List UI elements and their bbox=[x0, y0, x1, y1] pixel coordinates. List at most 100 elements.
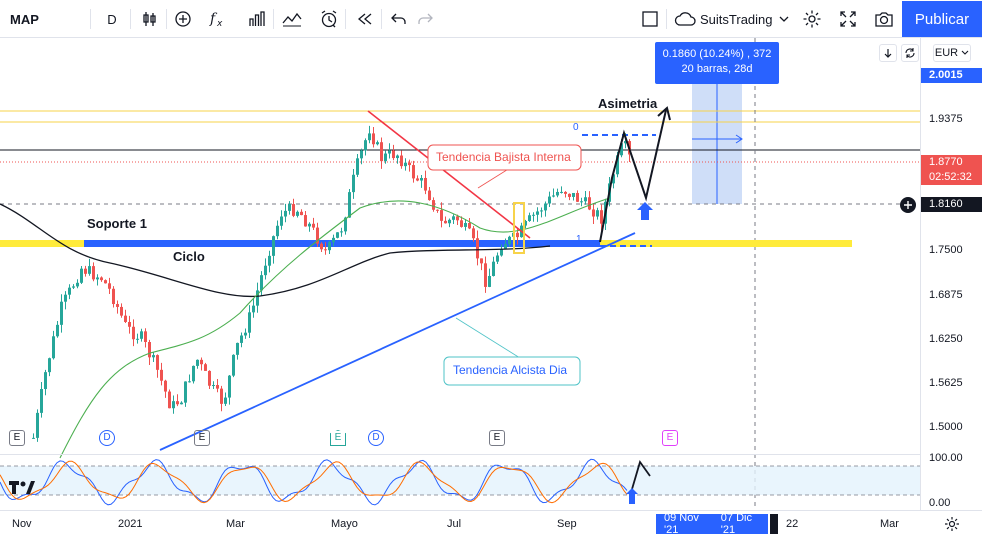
candle-body bbox=[156, 355, 159, 370]
candle-body bbox=[616, 155, 619, 175]
layout-icon[interactable] bbox=[638, 0, 662, 38]
candle-body bbox=[56, 324, 59, 337]
candle-body bbox=[428, 190, 431, 201]
earnings-marker[interactable]: E bbox=[662, 430, 678, 446]
candle-body bbox=[556, 191, 559, 196]
candle-body bbox=[32, 437, 35, 439]
candle-body bbox=[568, 193, 571, 197]
candle-body bbox=[124, 315, 127, 322]
chevron-down-icon bbox=[961, 50, 969, 55]
alarm-clock-icon[interactable] bbox=[316, 0, 342, 38]
settings-gear-icon[interactable] bbox=[944, 516, 960, 537]
candle-body bbox=[148, 342, 151, 358]
candle-body bbox=[84, 268, 87, 274]
stochastic-pane bbox=[0, 458, 920, 506]
candle-body bbox=[424, 177, 427, 191]
refresh-icon[interactable] bbox=[901, 44, 919, 62]
bullish-callout-box bbox=[443, 356, 581, 386]
candle-body bbox=[388, 150, 391, 154]
alert-chart-icon[interactable] bbox=[279, 0, 305, 38]
tradingview-logo[interactable] bbox=[8, 479, 36, 499]
candle-body bbox=[180, 402, 183, 405]
candle-body bbox=[112, 288, 115, 305]
candle-body bbox=[104, 280, 107, 284]
fib-level-0: 0 bbox=[573, 122, 579, 133]
support-label: Soporte 1 bbox=[87, 216, 147, 231]
dividend-marker[interactable]: D bbox=[368, 430, 384, 446]
candle-body bbox=[548, 196, 551, 204]
earnings-marker[interactable]: E bbox=[330, 430, 346, 446]
account-menu[interactable]: SuitsTrading bbox=[674, 0, 792, 38]
camera-icon[interactable] bbox=[872, 0, 896, 38]
candle-body bbox=[360, 150, 363, 159]
earnings-marker[interactable]: E bbox=[194, 430, 210, 446]
highlight-box bbox=[513, 202, 525, 254]
crosshair-price-box: 1.8160 bbox=[921, 197, 982, 212]
settings-gear-icon[interactable] bbox=[800, 0, 824, 38]
time-tick: Nov bbox=[12, 518, 32, 530]
candle-body bbox=[368, 133, 371, 141]
candle-body bbox=[244, 332, 247, 336]
candle-body bbox=[176, 401, 179, 405]
price-tick: 1.6250 bbox=[929, 333, 963, 345]
candle-body bbox=[324, 249, 327, 251]
earnings-marker[interactable]: E bbox=[489, 430, 505, 446]
price-axis[interactable]: EUR 2.0015 1.9375 1.8770 02:52:32 1.8160… bbox=[879, 38, 982, 510]
candle-body bbox=[404, 162, 407, 167]
earnings-marker[interactable]: E bbox=[9, 430, 25, 446]
candle-body bbox=[72, 286, 75, 288]
time-axis[interactable]: Nov 2021 Mar Mayo Jul Sep 09 Nov '21 07 … bbox=[0, 510, 982, 538]
candle-body bbox=[164, 380, 167, 392]
candle-body bbox=[64, 294, 67, 302]
templates-icon[interactable] bbox=[244, 0, 270, 38]
candle-body bbox=[400, 155, 403, 167]
toolbar-divider bbox=[130, 9, 131, 29]
candle-type-icon[interactable] bbox=[137, 0, 163, 38]
publish-button[interactable]: Publicar bbox=[902, 1, 982, 37]
candle-body bbox=[380, 142, 383, 162]
oscillator-tick: 100.00 bbox=[929, 452, 963, 464]
time-tick: Mayo bbox=[331, 518, 358, 530]
chart-pane[interactable]: Soporte 1 Ciclo Asimetria Tendencia Baji… bbox=[0, 38, 920, 510]
scroll-down-icon[interactable] bbox=[879, 44, 897, 62]
candle-body bbox=[508, 236, 511, 245]
candle-body bbox=[472, 228, 475, 239]
candle-body bbox=[284, 210, 287, 217]
candle-body bbox=[536, 211, 539, 215]
candle-body bbox=[220, 388, 223, 404]
candle-body bbox=[492, 261, 495, 276]
candle-body bbox=[348, 192, 351, 218]
symbol-search[interactable]: MAP bbox=[10, 11, 39, 27]
currency-label: EUR bbox=[934, 47, 959, 59]
candle-body bbox=[208, 370, 211, 386]
candle-body bbox=[248, 312, 251, 333]
interval-selector[interactable]: D bbox=[107, 11, 117, 27]
candle-body bbox=[576, 192, 579, 202]
candle-body bbox=[308, 223, 311, 227]
candle-body bbox=[364, 140, 367, 151]
candle-body bbox=[172, 401, 175, 409]
time-tick: Sep bbox=[557, 518, 577, 530]
fullscreen-icon[interactable] bbox=[836, 0, 860, 38]
cloud-icon bbox=[674, 12, 696, 26]
candle-body bbox=[96, 277, 99, 280]
candle-body bbox=[408, 162, 411, 166]
candle-body bbox=[292, 204, 295, 216]
candle-body bbox=[304, 215, 307, 227]
candle-body bbox=[532, 214, 535, 216]
candle-body bbox=[484, 263, 487, 287]
candle-body bbox=[580, 201, 583, 203]
candle-body bbox=[76, 282, 79, 287]
redo-icon[interactable] bbox=[413, 0, 437, 38]
compare-icon[interactable] bbox=[170, 0, 196, 38]
candle-body bbox=[620, 143, 623, 156]
candle-body bbox=[588, 197, 591, 210]
currency-selector[interactable]: EUR bbox=[933, 44, 971, 62]
dividend-marker[interactable]: D bbox=[99, 430, 115, 446]
undo-icon[interactable] bbox=[387, 0, 411, 38]
add-plus-icon[interactable] bbox=[900, 197, 916, 213]
candle-body bbox=[168, 391, 171, 409]
replay-icon[interactable] bbox=[352, 0, 378, 38]
measure-info-box: 0.1860 (10.24%) , 372 20 barras, 28d bbox=[655, 42, 779, 84]
